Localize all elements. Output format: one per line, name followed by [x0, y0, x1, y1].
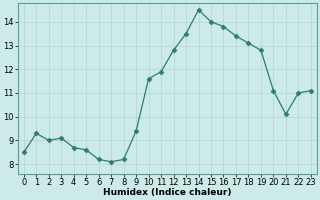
X-axis label: Humidex (Indice chaleur): Humidex (Indice chaleur): [103, 188, 232, 197]
